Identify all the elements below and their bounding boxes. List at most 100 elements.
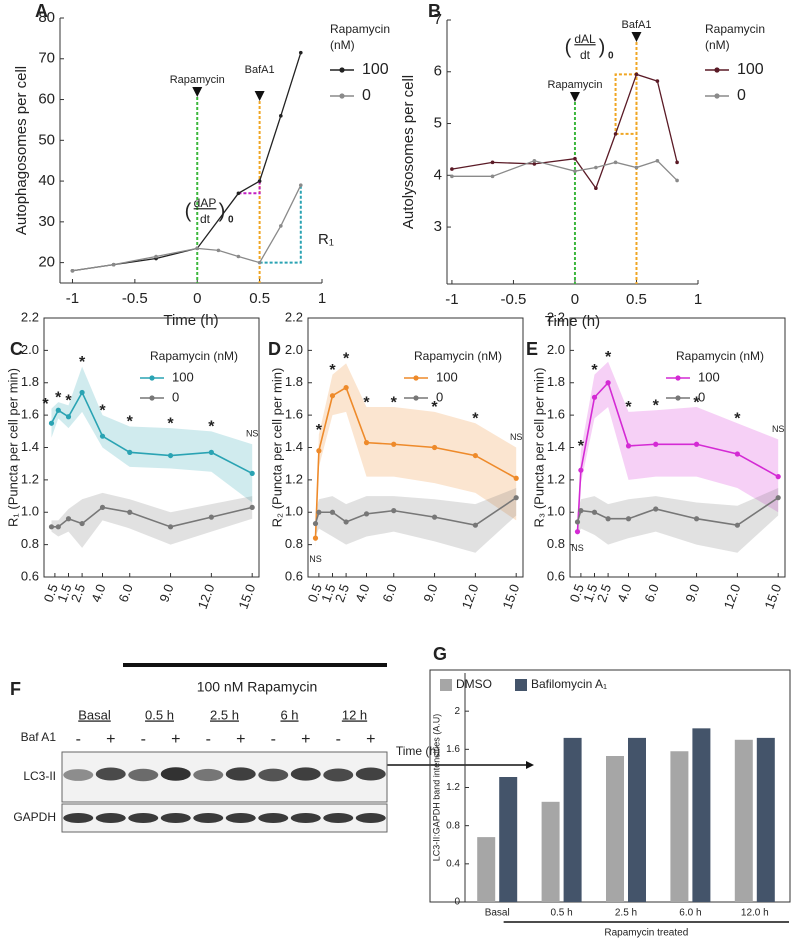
series-line (72, 184, 302, 272)
data-point (594, 165, 598, 170)
legend-marker (339, 67, 345, 73)
legend-marker (149, 395, 155, 401)
legend-label: 100 (698, 369, 720, 384)
error-band (51, 366, 253, 503)
x-tick-label: 9.0 (682, 582, 702, 604)
data-point (195, 246, 200, 251)
blot-band (193, 813, 224, 823)
slope-guide (259, 185, 302, 264)
legend-title: Rapamycin (330, 22, 390, 36)
blot-band (128, 813, 159, 823)
significance-label: * (391, 394, 398, 411)
data-point (634, 165, 639, 170)
y-axis-label: R₂ (Puncta per cell per min) (269, 368, 284, 528)
legend-marker (339, 93, 345, 99)
x-tick-label: 2.5 (68, 582, 88, 604)
significance-label: NS (772, 424, 785, 434)
x-tick-label: 6.0 h (679, 908, 701, 919)
bar (692, 728, 711, 902)
blot-band (355, 767, 386, 781)
blot-band (128, 768, 159, 782)
data-point (573, 156, 577, 161)
bar (477, 837, 496, 902)
data-point (431, 514, 438, 520)
group-label: 12 h (342, 707, 367, 722)
data-point (734, 451, 740, 457)
marker-arrow (254, 91, 265, 101)
y-tick-label: 70 (38, 50, 55, 67)
data-point (208, 514, 214, 520)
group-label: 6 h (280, 707, 298, 722)
significance-label: * (625, 399, 632, 416)
x-tick-label: 6.0 (115, 582, 135, 604)
shared-x-label: Time (h) (396, 744, 440, 758)
x-tick-label: 4.0 (614, 582, 634, 604)
x-tick-label: 6.0 (641, 582, 661, 604)
x-tick-label: Basal (485, 908, 510, 919)
legend-label: 100 (172, 369, 194, 384)
data-point (613, 160, 618, 165)
data-point (490, 160, 495, 165)
data-point (343, 385, 349, 391)
x-axis-label: Time (h) (545, 313, 600, 330)
data-point (316, 448, 322, 454)
legend-label: 0 (362, 87, 371, 104)
bar (499, 777, 518, 902)
error-band (577, 487, 779, 553)
data-point (55, 524, 61, 530)
error-band (577, 361, 779, 537)
y-tick-label: 0.8 (285, 536, 303, 551)
x-tick-label: 12.0 (721, 582, 744, 611)
data-point (257, 260, 262, 265)
x-tick-label: 0.5 h (550, 908, 572, 919)
legend-title: (nM) (330, 38, 355, 52)
y-tick-label: 0.4 (446, 858, 460, 869)
data-point (450, 174, 454, 179)
y-tick-label: 3 (434, 218, 442, 235)
x-tick-label: -0.5 (122, 290, 148, 307)
blot-band (290, 767, 321, 781)
x-tick-label: -0.5 (501, 291, 527, 308)
y-tick-label: 0 (454, 897, 460, 908)
data-point (693, 516, 700, 522)
data-point (734, 522, 740, 528)
blot-band (323, 813, 354, 823)
data-point (653, 441, 659, 447)
data-point (431, 444, 438, 451)
rate-paren: ( (185, 200, 192, 222)
y-tick-label: 1.0 (21, 504, 39, 519)
legend-label: 0 (172, 389, 179, 404)
bar (670, 751, 689, 902)
y-tick-label: 1.4 (21, 439, 39, 454)
data-point (298, 50, 303, 55)
data-point (472, 522, 478, 528)
panel-label: A (35, 1, 48, 21)
data-point (329, 509, 336, 515)
significance-label: * (42, 396, 49, 413)
x-tick-label: 0.5 (305, 582, 325, 604)
blot-band (225, 813, 256, 823)
bar (606, 756, 624, 902)
data-point (167, 524, 174, 530)
data-point (513, 475, 519, 481)
y-tick-label: 0.8 (21, 536, 39, 551)
significance-label: NS (309, 554, 322, 564)
x-tick-label: 15.0 (761, 582, 784, 611)
blot-band (63, 769, 94, 781)
data-point (634, 72, 639, 77)
series-line (451, 73, 678, 190)
data-point (99, 504, 106, 510)
group-label: 2.5 h (210, 707, 239, 722)
x-tick-label: 12.0 (195, 582, 218, 611)
legend-swatch (515, 679, 527, 691)
x-tick-label: 4.0 (88, 582, 108, 604)
legend-title: Rapamycin (nM) (150, 349, 238, 363)
y-tick-label: 0.6 (21, 568, 39, 583)
data-point (127, 449, 133, 455)
y-tick-label: 2.2 (285, 309, 303, 324)
error-band (315, 363, 517, 548)
blot-band (258, 813, 289, 823)
data-point (605, 380, 611, 386)
y-tick-label: 2.0 (21, 342, 39, 357)
data-point (316, 509, 322, 515)
